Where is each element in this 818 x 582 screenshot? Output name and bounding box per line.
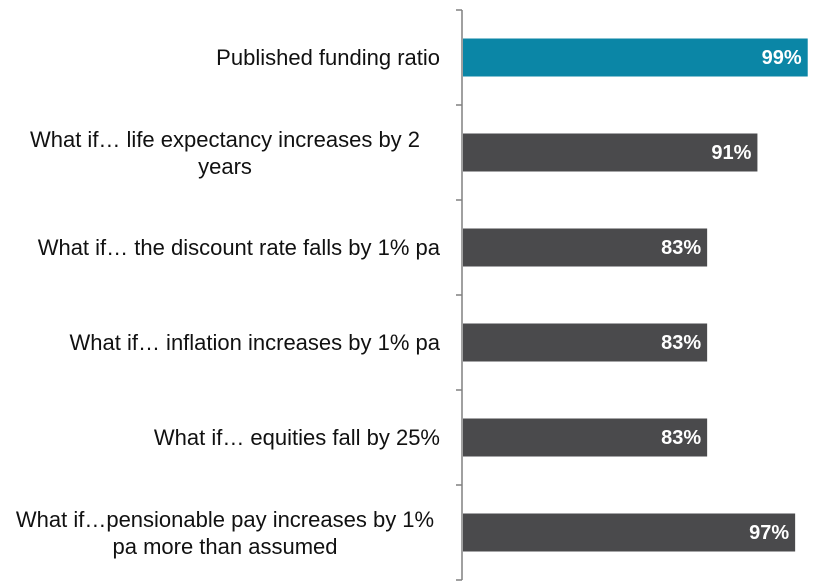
category-label-box: What if… the discount rate falls by 1% p… xyxy=(0,200,440,295)
category-label: What if… equities fall by 25% xyxy=(153,425,440,450)
category-label: What if… life expectancy increases by 2 … xyxy=(29,126,421,179)
value-label: 97% xyxy=(749,522,789,544)
category-label-box: What if…pensionable pay increases by 1% … xyxy=(0,485,440,580)
bar xyxy=(463,133,758,172)
category-label-box: What if… life expectancy increases by 2 … xyxy=(0,105,440,200)
category-label-box: What if… equities fall by 25% xyxy=(0,390,440,485)
value-label: 83% xyxy=(661,427,701,449)
category-label: Published funding ratio xyxy=(216,45,440,70)
value-label: 91% xyxy=(711,142,751,164)
category-label: What if… inflation increases by 1% pa xyxy=(69,330,440,355)
bar xyxy=(463,228,708,267)
bar xyxy=(463,418,708,457)
value-label: 83% xyxy=(661,237,701,259)
category-label: What if… the discount rate falls by 1% p… xyxy=(37,235,440,260)
category-label-box: Published funding ratio xyxy=(0,10,440,105)
category-label: What if…pensionable pay increases by 1% … xyxy=(15,506,435,559)
bar xyxy=(463,323,708,362)
bar xyxy=(463,38,808,77)
value-label: 99% xyxy=(762,47,802,69)
category-label-box: What if… inflation increases by 1% pa xyxy=(0,295,440,390)
bar xyxy=(463,513,796,552)
value-label: 83% xyxy=(661,332,701,354)
